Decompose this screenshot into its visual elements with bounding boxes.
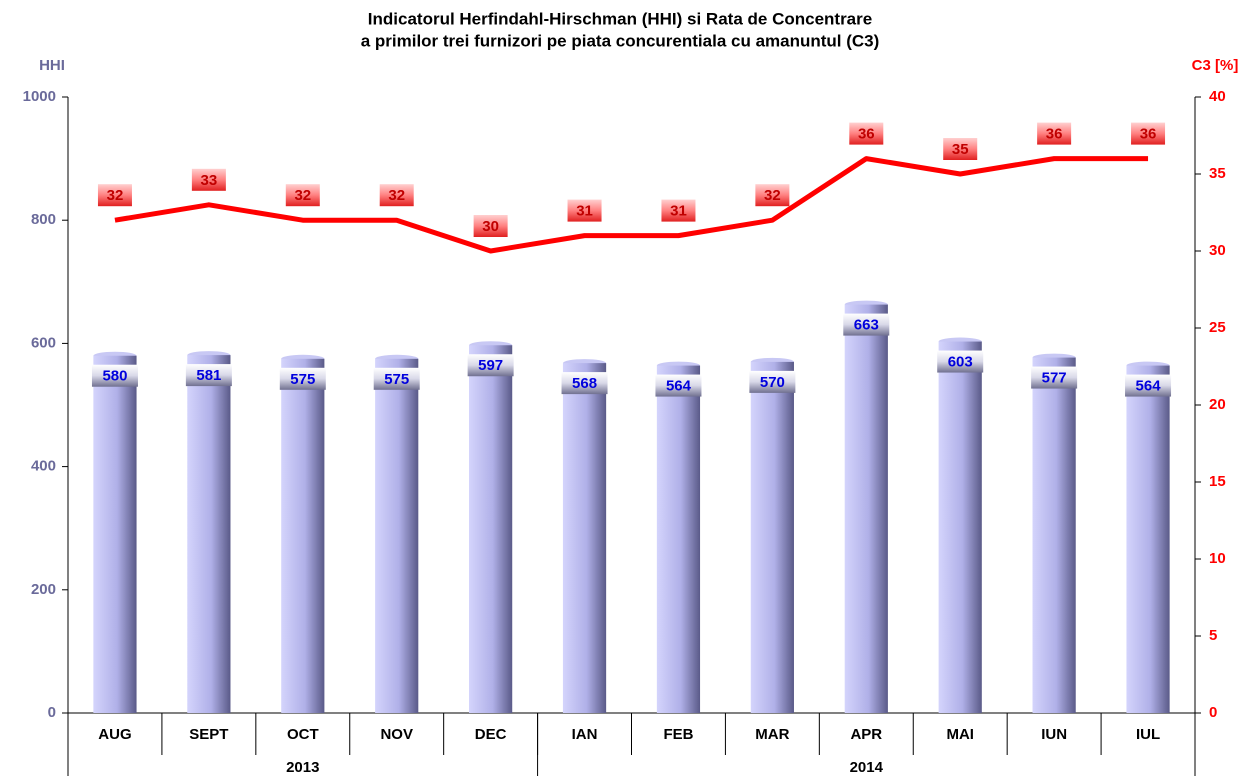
x-tick-label: SEPT <box>189 726 228 743</box>
bar <box>1126 365 1170 713</box>
y2-tick-label: 35 <box>1209 165 1226 182</box>
y2-tick-label: 0 <box>1209 704 1217 721</box>
bar <box>844 304 888 713</box>
bar <box>281 358 325 713</box>
value-label: 575 <box>290 371 315 388</box>
y-axis-label: HHI <box>39 57 65 74</box>
value-label: 32 <box>294 187 311 204</box>
bar <box>938 341 982 713</box>
value-label: 36 <box>858 126 875 143</box>
value-label: 36 <box>1140 126 1157 143</box>
value-label: 31 <box>576 203 593 220</box>
value-label-box <box>755 184 790 207</box>
value-label-box <box>279 367 326 390</box>
x-tick-label: DEC <box>475 726 507 743</box>
value-label: 33 <box>201 172 218 189</box>
value-label: 32 <box>107 187 124 204</box>
x-tick-label: AUG <box>98 726 131 743</box>
value-label-box <box>1125 374 1172 397</box>
y-tick-label: 400 <box>31 458 56 475</box>
x-tick-label: IAN <box>572 726 598 743</box>
bar <box>562 363 607 713</box>
value-label: 31 <box>670 203 687 220</box>
value-label-box <box>467 354 514 377</box>
value-label: 30 <box>482 218 499 235</box>
value-label-box <box>1031 366 1078 389</box>
value-label: 32 <box>764 187 781 204</box>
line <box>114 156 1149 254</box>
value-label: 663 <box>854 317 879 334</box>
x-tick-label: APR <box>850 726 882 743</box>
value-label-box <box>843 313 890 336</box>
y2-axis-label: C3 [%] <box>1192 57 1239 74</box>
y2-tick-label: 15 <box>1209 473 1226 490</box>
bar <box>750 361 794 713</box>
value-label-box <box>937 350 984 373</box>
value-label-box <box>91 364 138 387</box>
y2-tick-label: 40 <box>1209 88 1226 105</box>
y2-tick-label: 5 <box>1209 627 1217 644</box>
value-label-box <box>473 215 508 237</box>
x-tick-label: MAI <box>946 726 974 743</box>
value-label: 577 <box>1042 370 1067 387</box>
value-label-box <box>849 122 884 145</box>
value-label-box <box>661 199 696 222</box>
x-tick-label: NOV <box>380 726 413 743</box>
bar <box>656 365 701 713</box>
x-tick-label: MAR <box>755 726 789 743</box>
y-tick-label: 0 <box>48 704 56 721</box>
bar <box>93 355 137 713</box>
x-tick-label: IUL <box>1136 726 1160 743</box>
x-tick-label: IUN <box>1041 726 1067 743</box>
group-label: 2014 <box>850 759 884 776</box>
value-label-box <box>373 367 420 390</box>
value-label-box <box>1131 122 1166 145</box>
value-label: 603 <box>948 354 973 371</box>
value-label-box <box>567 199 602 222</box>
value-label-box <box>655 374 702 397</box>
value-label: 570 <box>760 374 785 391</box>
x-tick-label: OCT <box>287 726 319 743</box>
value-label: 568 <box>572 375 597 392</box>
y2-tick-label: 25 <box>1209 319 1226 336</box>
value-label-box <box>749 370 796 393</box>
chart-title: Indicatorul Herfindahl-Hirschman (HHI) s… <box>368 9 872 28</box>
value-label: 35 <box>952 141 969 158</box>
y-tick-label: 800 <box>31 211 56 228</box>
chart-title: a primilor trei furnizori pe piata concu… <box>361 31 880 50</box>
value-label-box <box>185 364 232 387</box>
y2-tick-label: 10 <box>1209 550 1226 567</box>
bar <box>469 345 513 713</box>
bar <box>1032 357 1076 713</box>
value-label: 564 <box>666 378 692 395</box>
value-label-box <box>191 168 226 191</box>
value-label: 564 <box>1136 378 1162 395</box>
y2-tick-label: 20 <box>1209 396 1226 413</box>
x-tick-label: FEB <box>663 726 693 743</box>
y2-tick-label: 30 <box>1209 242 1226 259</box>
y-tick-label: 200 <box>31 581 56 598</box>
value-label: 32 <box>388 187 405 204</box>
group-label: 2013 <box>286 759 319 776</box>
value-label-box <box>561 372 608 395</box>
value-label: 597 <box>478 357 503 374</box>
bar <box>375 358 419 713</box>
value-label-box <box>943 138 978 160</box>
value-label: 575 <box>384 371 409 388</box>
value-label-box <box>285 184 320 207</box>
value-label: 581 <box>196 367 221 384</box>
value-label: 36 <box>1046 126 1063 143</box>
y-tick-label: 600 <box>31 334 56 351</box>
value-label-box <box>379 184 414 207</box>
value-label-box <box>1037 122 1072 145</box>
value-label: 580 <box>102 368 127 385</box>
bar <box>187 355 231 713</box>
value-label-box <box>97 184 132 207</box>
y-tick-label: 1000 <box>23 88 56 105</box>
